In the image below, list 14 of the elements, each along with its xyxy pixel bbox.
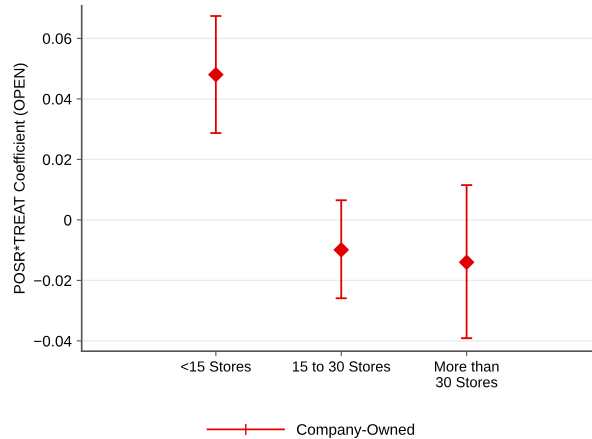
x-tick-label: 15 to 30 Stores [292,361,390,372]
point [459,254,474,270]
y-tick-label: 0.04 [42,94,72,105]
point [334,242,349,258]
y-tick-label: −0.02 [34,275,72,286]
y-tick-label: 0 [64,214,72,226]
x-tick-label: More than 30 Stores [434,360,499,388]
legend-label: Company-Owned [296,424,414,438]
y-tick-label: 0.02 [42,154,72,166]
x-tick-label: <15 Stores [181,361,251,372]
y-tick-label: 0.06 [42,33,72,44]
y-axis-title: POSR*TREAT Coefficient (OPEN) [14,64,28,294]
point [208,67,224,82]
y-tick-label: −0.04 [34,336,72,347]
